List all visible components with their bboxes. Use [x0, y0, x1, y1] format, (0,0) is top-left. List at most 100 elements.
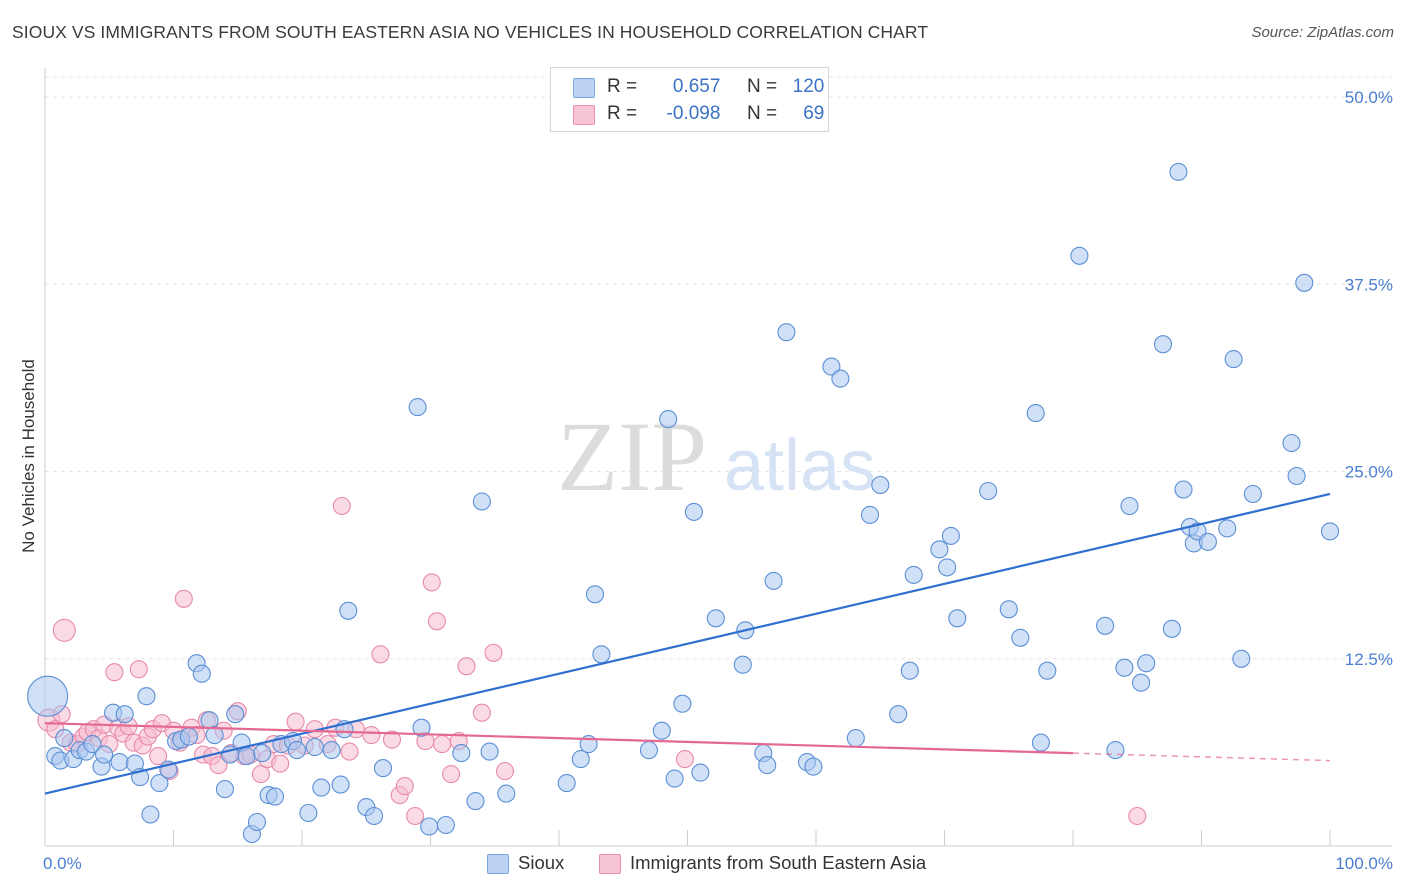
data-point [339, 601, 358, 620]
data-point [395, 777, 414, 796]
data-point [822, 357, 841, 376]
data-point [27, 675, 69, 717]
x-tick-label-max: 100.0% [1335, 854, 1393, 873]
data-point [340, 742, 359, 761]
data-point [904, 565, 923, 584]
points-sioux [27, 162, 1340, 844]
data-point [1320, 522, 1340, 541]
data-point [1011, 628, 1030, 647]
source-credit: Source: ZipAtlas.com [1251, 24, 1394, 41]
data-point [174, 589, 193, 608]
data-point [406, 806, 425, 826]
data-point [1106, 741, 1125, 760]
legend-n-label: N = [746, 103, 778, 124]
data-point [1282, 433, 1301, 453]
data-point [52, 618, 76, 642]
x-tick-label-min: 0.0% [43, 854, 82, 873]
data-point [1137, 654, 1156, 673]
data-point [706, 609, 725, 628]
data-point [900, 661, 919, 680]
data-point [420, 817, 439, 836]
data-point [1132, 673, 1151, 692]
data-point [673, 694, 692, 713]
data-point [362, 726, 381, 745]
data-point [1026, 404, 1045, 423]
data-point [209, 756, 228, 775]
data-point [1096, 616, 1115, 635]
data-point [150, 774, 169, 793]
data-point [1198, 532, 1217, 551]
data-point [659, 410, 678, 429]
data-point [1232, 649, 1251, 668]
data-point [192, 664, 211, 683]
data-point [137, 687, 156, 706]
legend-n-value-immigrants: 69 [803, 103, 825, 124]
watermark-atlas: atlas [724, 426, 876, 506]
data-point [930, 540, 949, 559]
data-point [1038, 661, 1057, 680]
data-point [83, 735, 102, 754]
data-point [480, 742, 499, 761]
data-point [691, 763, 710, 782]
legend-n-value-sioux: 120 [792, 76, 825, 97]
data-point [665, 769, 684, 788]
legend-r-label: R = [607, 76, 638, 97]
data-point [331, 775, 350, 794]
legend: R = 0.657 N = 120 R = -0.098 N = 69 [550, 67, 829, 132]
data-point [941, 526, 960, 545]
bottom-legend: Sioux Immigrants from South Eastern Asia [0, 852, 1406, 878]
chart-title: SIOUX VS IMMIGRANTS FROM SOUTH EASTERN A… [12, 22, 929, 42]
data-point [433, 735, 452, 754]
data-point [371, 645, 390, 664]
data-point [585, 585, 605, 604]
data-point [484, 643, 503, 662]
data-point [452, 744, 471, 763]
legend-r-label: R = [607, 103, 638, 124]
data-point [1120, 496, 1139, 516]
data-point [948, 609, 967, 628]
data-point [364, 806, 384, 826]
data-point [1162, 619, 1181, 638]
data-point [427, 612, 446, 631]
data-point [804, 757, 823, 776]
data-point [777, 323, 796, 342]
data-point [286, 712, 305, 731]
data-point [422, 573, 441, 592]
data-point [287, 741, 306, 760]
data-point [110, 753, 129, 772]
data-point [105, 663, 124, 682]
data-point [1115, 658, 1134, 677]
data-point [472, 703, 491, 722]
data-point [436, 815, 455, 835]
trend-lines [44, 492, 1331, 795]
data-point [265, 787, 285, 806]
data-point [215, 780, 234, 799]
y-tick-label: 37.5% [1345, 275, 1393, 294]
legend-r-value-sioux: 0.657 [672, 76, 721, 97]
data-point [408, 398, 427, 417]
bottom-legend-swatch-sioux [487, 854, 509, 874]
data-point [639, 741, 658, 760]
legend-swatch-sioux [573, 78, 595, 98]
data-point [115, 705, 134, 724]
data-point [226, 705, 245, 724]
data-point [322, 741, 341, 760]
data-point [179, 727, 198, 746]
data-point [1295, 273, 1314, 292]
legend-r-value-immigrants: -0.098 [666, 103, 721, 124]
data-point [831, 369, 850, 388]
data-point [871, 475, 890, 495]
watermark: ZIP atlas [557, 401, 876, 512]
data-point [1070, 246, 1089, 265]
data-point [129, 660, 148, 679]
data-point [312, 778, 331, 797]
data-point [592, 645, 611, 664]
data-point [497, 784, 516, 803]
data-point [237, 747, 256, 766]
data-point [889, 705, 908, 724]
data-point [1287, 466, 1306, 486]
y-tick-label: 50.0% [1345, 88, 1393, 107]
data-point [442, 765, 461, 784]
data-point [652, 721, 671, 740]
data-point [571, 750, 590, 769]
